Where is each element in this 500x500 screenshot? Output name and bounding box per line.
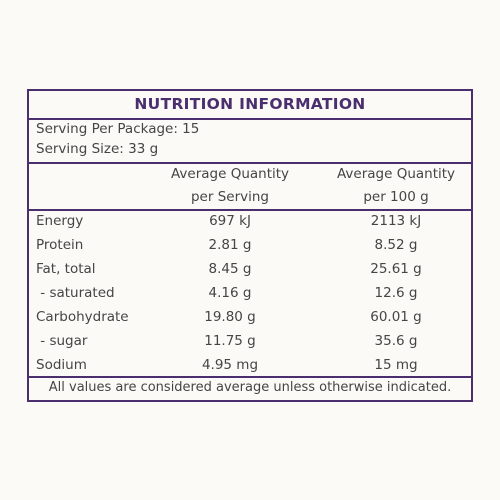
header: Average Quantity bbox=[170, 166, 290, 182]
divider bbox=[29, 162, 471, 164]
header: per 100 g bbox=[363, 189, 429, 205]
cell-value: 60.01 g bbox=[370, 309, 422, 325]
serving-size: Serving Size: 33 g bbox=[36, 141, 159, 157]
cell-value: 8.52 g bbox=[374, 237, 418, 253]
footnote: All values are considered average unless… bbox=[48, 380, 452, 395]
row-label: Fat, total bbox=[36, 261, 96, 277]
row-label: Sodium bbox=[36, 357, 87, 373]
row-label: Protein bbox=[36, 237, 84, 253]
cell-value: 12.6 g bbox=[374, 285, 418, 301]
cell-value: 2113 kJ bbox=[370, 213, 422, 229]
cell-value: 4.16 g bbox=[208, 285, 252, 301]
row-label: Energy bbox=[36, 213, 84, 229]
divider bbox=[29, 376, 471, 378]
header: Average Quantity bbox=[336, 166, 456, 182]
cell-value: 19.80 g bbox=[204, 309, 256, 325]
header: per Serving bbox=[190, 189, 270, 205]
serving-per-package: Serving Per Package: 15 bbox=[36, 121, 200, 137]
cell-value: 4.95 mg bbox=[201, 357, 259, 373]
cell-value: 11.75 g bbox=[204, 333, 256, 349]
cell-value: 25.61 g bbox=[370, 261, 422, 277]
row-label: - saturated bbox=[36, 285, 115, 301]
cell-value: 35.6 g bbox=[374, 333, 418, 349]
row-label: - sugar bbox=[36, 333, 88, 349]
nutrition-panel: NUTRITION INFORMATION Serving Per Packag… bbox=[27, 89, 473, 402]
divider bbox=[29, 118, 471, 120]
cell-value: 697 kJ bbox=[209, 213, 251, 229]
row-label: Carbohydrate bbox=[36, 309, 129, 325]
cell-value: 2.81 g bbox=[208, 237, 252, 253]
panel-title: NUTRITION INFORMATION bbox=[134, 95, 366, 113]
cell-value: 15 mg bbox=[374, 357, 418, 373]
divider bbox=[29, 209, 471, 211]
cell-value: 8.45 g bbox=[208, 261, 252, 277]
